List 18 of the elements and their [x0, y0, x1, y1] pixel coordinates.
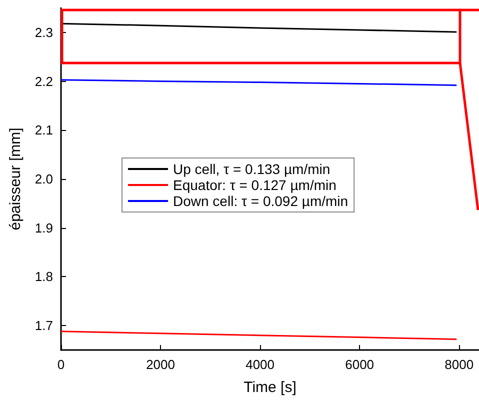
line-series [60, 330, 458, 340]
legend-label: Up cell, τ = 0.133 µm/min [173, 161, 330, 177]
legend-label: Down cell: τ = 0.092 µm/min [173, 193, 348, 209]
x-axis-title: Time [s] [244, 379, 296, 396]
y-tick-label: 2.2 [34, 74, 53, 89]
x-tick-label: 2000 [146, 357, 175, 372]
legend-label: Equator: τ = 0.127 µm/min [173, 177, 336, 193]
y-tick-label: 2.1 [34, 122, 53, 138]
x-tick-label: 6000 [345, 357, 374, 372]
y-tick-label: 1.9 [34, 220, 53, 236]
y-tick-label: 2.0 [34, 172, 53, 186]
y-tick-label: 1.7 [34, 318, 53, 334]
y-tick-label: 1.8 [34, 269, 53, 284]
x-tick-label: 4000 [246, 357, 275, 372]
x-tick-label: 8000 [444, 357, 474, 372]
y-axis-title: épaisseur [mm] [7, 128, 24, 230]
x-tick-label: 0 [57, 357, 65, 372]
y-tick-label: 2.3 [34, 24, 53, 40]
